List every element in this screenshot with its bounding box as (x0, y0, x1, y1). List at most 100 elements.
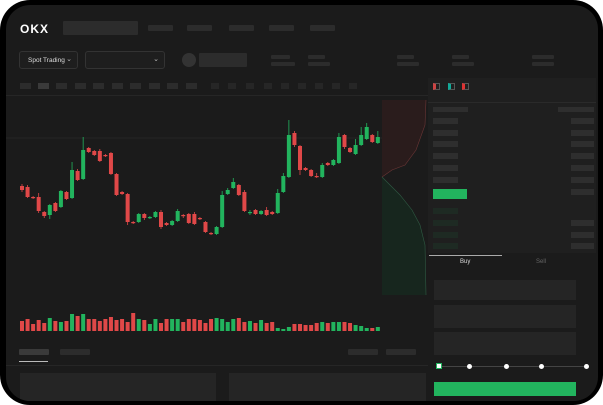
volume-bar (214, 318, 219, 331)
volume-bar (131, 313, 136, 331)
volume-bar (253, 323, 258, 331)
volume-bar (181, 322, 186, 331)
last-price (433, 189, 467, 199)
timeframe-button[interactable] (112, 83, 123, 89)
bottom-action[interactable] (348, 349, 378, 355)
bottom-tab[interactable] (60, 349, 90, 355)
depth-bids-area (382, 177, 426, 295)
slider-stop[interactable] (504, 364, 509, 369)
timeframe-button[interactable] (20, 83, 31, 89)
chart-tool-icon[interactable] (298, 83, 306, 89)
volume-bar (147, 324, 152, 331)
candle-body (131, 222, 136, 224)
timeframe-button[interactable] (130, 83, 141, 89)
timeframe-button[interactable] (93, 83, 104, 89)
ask-size (571, 130, 594, 136)
bid-size (571, 243, 594, 249)
chart-tool-icon[interactable] (228, 83, 236, 89)
candle-body (81, 150, 86, 179)
timeframe-button[interactable] (149, 83, 160, 89)
nav-item[interactable] (148, 25, 173, 31)
volume-bar (42, 323, 47, 331)
search-bar[interactable] (63, 21, 138, 35)
sell-tab[interactable]: Sell (536, 259, 547, 265)
price-input[interactable] (434, 280, 576, 300)
column-header (558, 107, 594, 112)
nav-item[interactable] (310, 25, 335, 31)
timeframe-button[interactable] (186, 83, 197, 89)
volume-bar (186, 319, 191, 331)
chart-tool-icon[interactable] (281, 83, 289, 89)
bottom-action[interactable] (386, 349, 416, 355)
volume-bar (236, 318, 241, 331)
nav-item[interactable] (229, 25, 254, 31)
amount-input[interactable] (434, 305, 576, 328)
volume-bar (125, 322, 130, 331)
slider-handle[interactable] (436, 363, 442, 369)
candle-body (136, 214, 141, 222)
depth-asks-area (382, 100, 426, 177)
slider-stop[interactable] (584, 364, 589, 369)
bottom-tab-active[interactable] (19, 349, 49, 355)
buy-tab[interactable]: Buy (460, 259, 471, 265)
slider-stop[interactable] (539, 364, 544, 369)
candle-body (20, 186, 24, 190)
volume-bar (298, 324, 302, 331)
volume-bar (142, 320, 147, 331)
candle-body (181, 215, 186, 217)
timeframe-button[interactable] (167, 83, 178, 89)
volume-bar (270, 322, 275, 331)
bid-price (433, 220, 458, 226)
timeframe-button[interactable] (56, 83, 67, 89)
volume-bar (170, 319, 175, 331)
chart-tool-icon[interactable] (349, 83, 357, 89)
depth-bids-line (381, 176, 427, 296)
candle-body (170, 221, 175, 225)
slider-stop[interactable] (467, 364, 472, 369)
market-type-dropdown[interactable]: Spot Trading ⌄ (19, 51, 78, 69)
volume-bar (47, 318, 52, 331)
volume-bar (75, 316, 80, 331)
pair-dropdown[interactable]: ⌄ (85, 51, 165, 69)
ask-price (433, 141, 458, 147)
chart-tool-icon[interactable] (264, 83, 272, 89)
ask-price (433, 153, 458, 159)
buy-button[interactable] (434, 382, 576, 396)
candle-body (214, 227, 219, 234)
volume-bar (159, 323, 163, 331)
timeframe-button[interactable] (75, 83, 86, 89)
volume-bar (153, 319, 158, 331)
volume-bar (220, 319, 225, 331)
candle-body (192, 214, 197, 224)
volume-bar (375, 327, 380, 331)
okx-logo[interactable]: OKX (20, 22, 50, 36)
volume-bar (53, 321, 58, 331)
nav-item[interactable] (269, 25, 294, 31)
tab-underline (19, 361, 48, 362)
chart-tool-icon[interactable] (211, 83, 219, 89)
candle-body (242, 192, 247, 211)
candle-body (58, 191, 63, 207)
timeframe-button[interactable] (38, 83, 49, 89)
orderbook-bids-icon[interactable] (448, 83, 455, 90)
nav-item[interactable] (187, 25, 212, 31)
chart-tool-icon[interactable] (332, 83, 340, 89)
amount-slider[interactable] (436, 363, 589, 369)
orderbook-both-icon[interactable] (433, 83, 440, 90)
volume-bar (120, 319, 125, 331)
volume-bar (364, 328, 369, 331)
candle-body (375, 137, 380, 143)
candle-body (220, 195, 225, 227)
orderbook-asks-icon[interactable] (462, 83, 469, 90)
volume-bar (353, 325, 358, 331)
candle-body (153, 212, 158, 217)
bid-size (571, 220, 594, 226)
total-input[interactable] (434, 332, 576, 355)
stat-label (452, 55, 469, 59)
candlestick-chart[interactable] (6, 97, 428, 337)
volume-bar (97, 321, 102, 331)
volume-bar (303, 325, 308, 331)
chart-tool-icon[interactable] (246, 83, 254, 89)
volume-bar (209, 319, 214, 331)
chart-tool-icon[interactable] (315, 83, 323, 89)
